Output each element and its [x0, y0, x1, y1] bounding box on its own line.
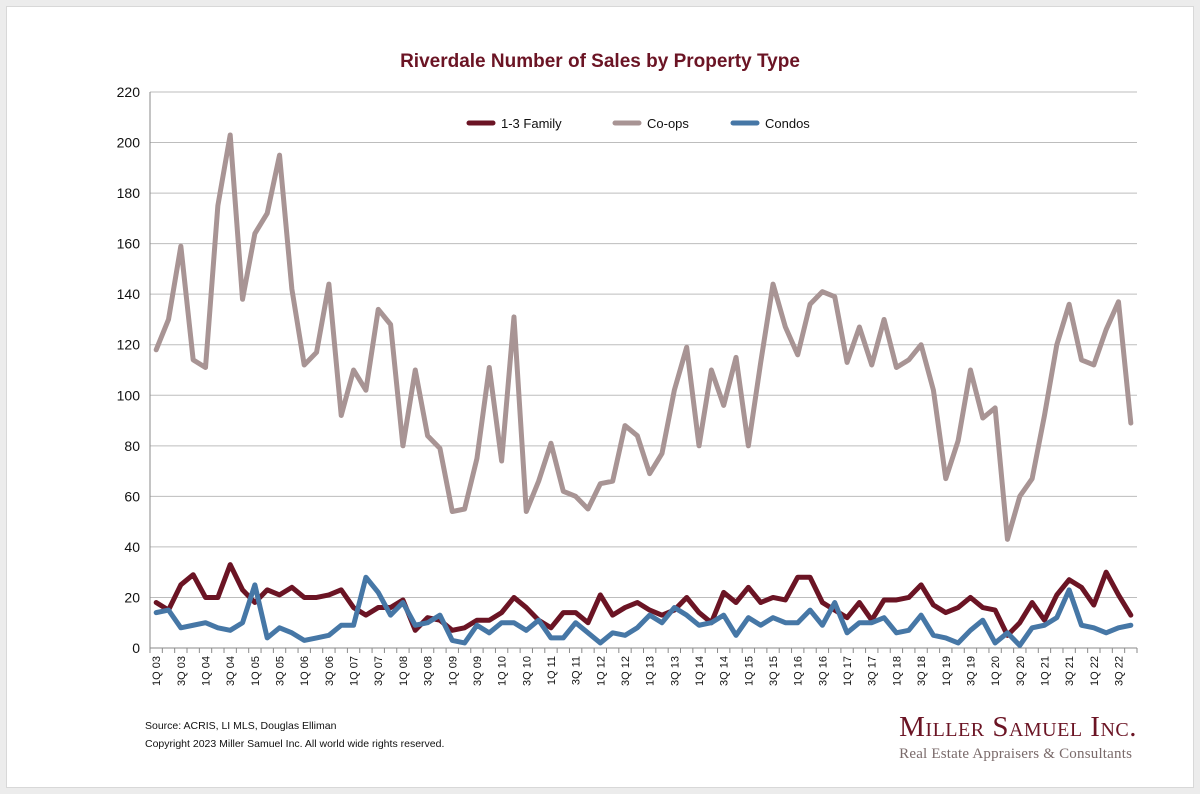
x-tick-label: 1Q 11 — [546, 656, 558, 685]
x-tick-label: 1Q 16 — [793, 656, 805, 686]
logo-tagline: Real Estate Appraisers & Consultants — [899, 746, 1133, 762]
y-tick-label: 140 — [117, 286, 141, 302]
x-tick-label: 1Q 08 — [398, 656, 410, 686]
x-tick-label: 3Q 22 — [1113, 656, 1125, 686]
x-tick-label: 1Q 10 — [497, 656, 509, 686]
x-tick-label: 1Q 17 — [842, 656, 854, 686]
x-tick-label: 3Q 06 — [324, 656, 336, 686]
x-tick-label: 3Q 09 — [472, 656, 484, 686]
x-tick-label: 1Q 21 — [1039, 656, 1051, 686]
x-tick-label: 3Q 18 — [916, 656, 928, 686]
x-tick-label: 1Q 22 — [1089, 656, 1101, 686]
y-tick-label: 80 — [124, 438, 140, 454]
legend-label: Co-ops — [647, 116, 689, 131]
chart-card: Riverdale Number of Sales by Property Ty… — [6, 6, 1194, 788]
company-logo: Miller Samuel Inc. Real Estate Appraiser… — [899, 711, 1137, 763]
x-tick-label: 1Q 12 — [595, 656, 607, 686]
x-tick-label: 1Q 20 — [990, 656, 1002, 686]
x-tick-label: 3Q 10 — [521, 656, 533, 686]
x-tick-label: 3Q 12 — [620, 656, 632, 686]
x-tick-label: 1Q 09 — [447, 656, 459, 686]
x-tick-label: 3Q 03 — [176, 656, 188, 686]
x-tick-label: 3Q 08 — [423, 656, 435, 686]
x-tick-label: 1Q 15 — [743, 656, 755, 686]
x-tick-label: 3Q 05 — [275, 656, 287, 686]
copyright-text: Copyright 2023 Miller Samuel Inc. All wo… — [145, 738, 445, 750]
x-tick-label: 3Q 20 — [1015, 656, 1027, 686]
x-tick-label: 1Q 13 — [645, 656, 657, 686]
legend-label: 1-3 Family — [501, 116, 562, 131]
source-text: Source: ACRIS, LI MLS, Douglas Elliman — [145, 720, 337, 732]
series-line-1-3-family — [153, 562, 1134, 638]
legend-label: Condos — [765, 116, 810, 131]
line-chart: 0 20 40 60 80 100 120 140 160 180 200 220 1Q 03 3Q 03… — [117, 84, 1138, 686]
y-tick-label: 160 — [117, 236, 141, 252]
x-tick-label: 3Q 04 — [225, 656, 237, 686]
y-tick-label: 120 — [117, 337, 141, 353]
y-tick-label: 60 — [124, 488, 140, 504]
x-tick-label: 3Q 21 — [1064, 656, 1076, 686]
series-line-co-ops — [153, 132, 1134, 542]
y-tick-label: 200 — [117, 135, 141, 151]
x-tick-label: 1Q 06 — [299, 656, 311, 686]
x-tick-label: 3Q 16 — [817, 656, 829, 686]
series-line-condos — [153, 574, 1134, 648]
y-tick-label: 180 — [117, 185, 141, 201]
x-tick-label: 3Q 14 — [719, 656, 731, 686]
y-tick-label: 100 — [117, 387, 141, 403]
logo-name: Miller Samuel Inc. — [899, 711, 1137, 743]
source-notes: Source: ACRIS, LI MLS, Douglas Elliman C… — [145, 717, 444, 753]
x-tick-label: 1Q 05 — [250, 656, 262, 686]
y-tick-label: 40 — [124, 539, 140, 555]
x-tick-label: 3Q 15 — [768, 656, 780, 686]
chart-title: Riverdale Number of Sales by Property Ty… — [400, 51, 800, 72]
y-tick-label: 0 — [132, 640, 140, 656]
x-tick-label: 3Q 13 — [669, 656, 681, 686]
x-tick-label: 3Q 19 — [965, 656, 977, 686]
x-tick-label: 1Q 18 — [891, 656, 903, 686]
y-tick-label: 220 — [117, 84, 141, 100]
x-tick-label: 1Q 07 — [349, 656, 361, 686]
x-tick-label: 1Q 03 — [151, 656, 163, 686]
y-tick-label: 20 — [124, 589, 140, 605]
x-tick-label: 3Q 11 — [571, 656, 583, 685]
x-tick-label: 3Q 17 — [867, 656, 879, 686]
x-tick-label: 1Q 04 — [201, 656, 213, 686]
x-tick-label: 1Q 14 — [694, 656, 706, 686]
x-tick-label: 3Q 07 — [373, 656, 385, 686]
x-tick-label: 1Q 19 — [941, 656, 953, 686]
